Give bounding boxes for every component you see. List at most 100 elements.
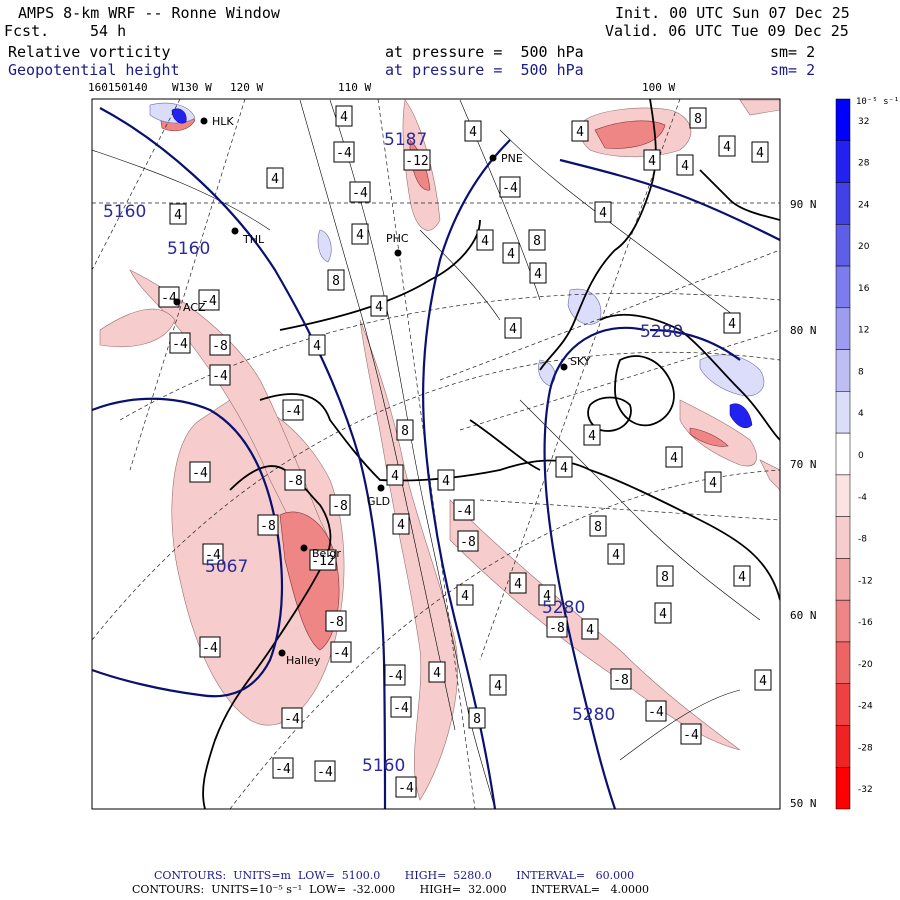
colorbar: 32 28 24 20 16 12 8 4 0 -4 -8 -12 -16 -20 -24 -28 -32 — [835, 98, 873, 810]
colorbar-tick-label: 8 — [858, 367, 864, 377]
svg-text:4: 4 — [560, 461, 568, 476]
value-label: -4 — [645, 700, 667, 722]
value-label: 4 — [718, 135, 736, 157]
colorbar-swatch — [835, 725, 851, 768]
svg-text:4: 4 — [433, 666, 441, 681]
value-label: -4 — [198, 289, 220, 311]
svg-text:4: 4 — [271, 172, 279, 187]
value-label: 4 — [335, 105, 353, 127]
height-label: 5160 — [362, 756, 405, 776]
colorbar-swatch — [835, 641, 851, 684]
height-contours — [92, 107, 780, 809]
map-frame — [91, 98, 781, 810]
field1-pressure: at pressure = 500 hPa — [385, 43, 584, 61]
svg-text:8: 8 — [473, 712, 481, 727]
svg-text:4: 4 — [514, 577, 522, 592]
svg-text:4: 4 — [659, 607, 667, 622]
height-label: 5280 — [542, 598, 585, 618]
lon-label-130: W130 W — [172, 81, 212, 94]
svg-text:8: 8 — [594, 520, 602, 535]
chart-title: AMPS 8-km WRF -- Ronne Window — [18, 4, 280, 22]
forecast-label: Fcst. — [4, 22, 50, 40]
svg-text:ACZ: ACZ — [183, 301, 206, 314]
svg-text:8: 8 — [332, 274, 340, 289]
value-label: 4 — [464, 120, 482, 142]
value-label: -4 — [199, 636, 221, 658]
lat-label-80: 80 N — [790, 324, 817, 337]
map-content: 4 -4 4 -4 4 4 4 -12 -4 4 4 8 4 4 4 4 4 8… — [92, 99, 780, 809]
value-label: -4 — [395, 776, 417, 798]
svg-text:4: 4 — [723, 140, 731, 155]
colorbar-swatch — [835, 683, 851, 726]
field1-smoothing: sm= 2 — [770, 43, 816, 61]
svg-text:-4: -4 — [648, 705, 664, 720]
value-label: -8 — [325, 610, 347, 632]
colorbar-swatch — [835, 98, 851, 142]
value-label: 4 — [754, 669, 772, 691]
height-label: 5280 — [640, 322, 683, 342]
colorbar-tick-label: -28 — [858, 743, 873, 753]
lat-label-70: 70 N — [790, 458, 817, 471]
svg-text:-12: -12 — [311, 554, 334, 569]
field2-name: Geopotential height — [8, 61, 180, 79]
value-label: -4 — [330, 641, 352, 663]
lon-label-160: 160150140 — [88, 81, 148, 94]
lat-label-60: 60 N — [790, 609, 817, 622]
station-belgr: Belgr — [300, 544, 341, 560]
colorbar-tick-label: -32 — [858, 785, 873, 795]
height-label: 5160 — [167, 239, 210, 259]
station-gld: GLD — [367, 484, 390, 508]
colorbar-tick-label: 28 — [858, 159, 870, 169]
height-label: 5160 — [103, 202, 146, 222]
svg-text:SKY: SKY — [570, 355, 591, 368]
lon-label-100: 100 W — [642, 81, 676, 94]
svg-text:-4: -4 — [285, 404, 301, 419]
svg-text:4: 4 — [509, 322, 517, 337]
value-label: -8 — [546, 616, 568, 638]
value-label: -4 — [169, 332, 191, 354]
value-label: 4 — [594, 201, 612, 223]
svg-text:4: 4 — [586, 623, 594, 638]
colorbar-tick-label: -8 — [858, 535, 867, 545]
svg-text:4: 4 — [543, 589, 551, 604]
value-label: 4 — [529, 262, 547, 284]
value-label: 8 — [528, 229, 546, 251]
colorbar-swatch — [835, 265, 851, 309]
colorbar-swatch — [835, 182, 851, 225]
svg-text:4: 4 — [756, 146, 764, 161]
colorbar-tick-label: 20 — [858, 242, 870, 252]
value-label: -8 — [610, 668, 632, 690]
svg-text:-8: -8 — [613, 673, 629, 688]
lon-label-120: 120 W — [230, 81, 264, 94]
svg-text:4: 4 — [391, 469, 399, 484]
svg-text:-4: -4 — [456, 504, 472, 519]
station-halley: Halley — [278, 649, 321, 667]
svg-text:-4: -4 — [284, 712, 300, 727]
field2-pressure: at pressure = 500 hPa — [385, 61, 584, 79]
value-label: -4 — [281, 707, 303, 729]
svg-text:-8: -8 — [287, 474, 303, 489]
svg-text:-4: -4 — [212, 369, 228, 384]
svg-text:-8: -8 — [332, 499, 348, 514]
svg-text:-4: -4 — [192, 466, 208, 481]
stations: HLK PNE THL PHC ACZ SKY GLD Belgr Halley — [173, 115, 591, 667]
svg-text:4: 4 — [494, 679, 502, 694]
lon-label-110: 110 W — [338, 81, 372, 94]
svg-text:4: 4 — [356, 228, 364, 243]
height-labels: 5160 5160 5187 5280 5067 5280 5280 5160 — [103, 130, 683, 776]
height-label: 5280 — [572, 705, 615, 725]
value-label: -4 — [202, 543, 224, 565]
vorticity-value-labels: 4 -4 4 -4 4 4 4 -12 -4 4 4 8 4 4 4 4 4 8… — [158, 105, 772, 798]
value-label: -4 — [680, 723, 702, 745]
value-label: -8 — [209, 334, 231, 356]
svg-text:8: 8 — [694, 112, 702, 127]
value-label: -8 — [257, 514, 279, 536]
value-label: -8 — [329, 494, 351, 516]
colorbar-tick-label: -20 — [858, 660, 873, 670]
svg-text:-4: -4 — [393, 701, 409, 716]
svg-text:-4: -4 — [205, 548, 221, 563]
svg-text:4: 4 — [670, 451, 678, 466]
value-label: 8 — [396, 419, 414, 441]
value-label: 8 — [656, 565, 674, 587]
height-label: 5067 — [205, 557, 248, 577]
